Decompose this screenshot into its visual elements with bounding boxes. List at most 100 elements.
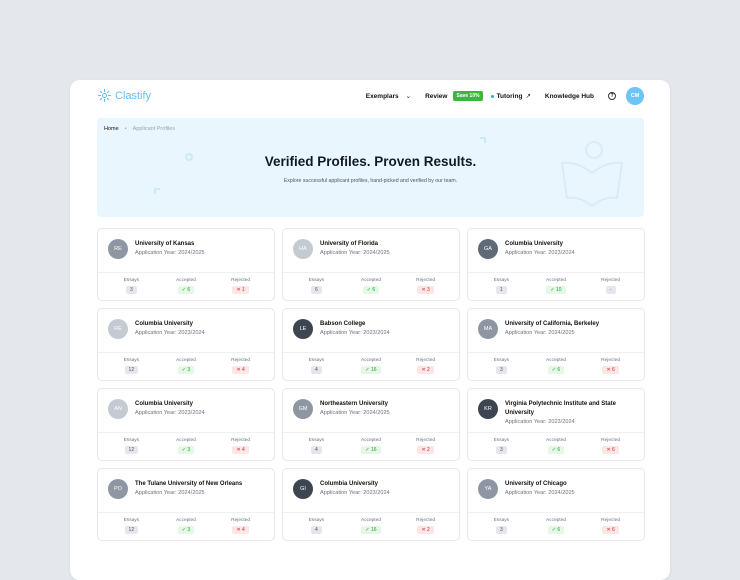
rejected-label: Rejected [231, 438, 251, 443]
rejected-count: ✕ 6 [602, 446, 619, 454]
rejected-count: ✕ 6 [602, 526, 619, 534]
rejected-count: ✕ 2 [417, 366, 434, 374]
avatar: GA [478, 239, 498, 259]
profile-card[interactable]: GA Columbia University Application Year:… [467, 228, 645, 301]
profile-card[interactable]: LE Babson College Application Year: 2023… [282, 308, 460, 381]
application-year: Application Year: 2024/2025 [135, 490, 205, 496]
x-icon: ✕ [606, 527, 613, 533]
card-header: RE Columbia University Application Year:… [98, 309, 274, 352]
essays-label: Essays [493, 518, 510, 523]
application-year: Application Year: 2024/2025 [320, 250, 390, 256]
nav-exemplars-label: Exemplars [365, 92, 399, 100]
accepted-count: ✓ 16 [361, 446, 381, 454]
breadcrumb-home[interactable]: Home [104, 126, 119, 132]
accepted-value: 6 [557, 447, 561, 453]
user-avatar[interactable]: CM [626, 87, 644, 105]
rejected-count: ✕ 4 [232, 366, 249, 374]
profile-card[interactable]: KR Virginia Polytechnic Institute and St… [467, 388, 645, 461]
application-year: Application Year: 2024/2025 [320, 410, 390, 416]
profile-card[interactable]: PO The Tulane University of New Orleans … [97, 468, 275, 541]
essays-count: 12 [124, 366, 139, 374]
essays-count: 4 [310, 366, 322, 374]
accepted-value: 3 [187, 447, 191, 453]
hero-banner: Home • Applicant Profiles Verified Profi… [97, 118, 644, 217]
help-icon[interactable]: ? [608, 92, 616, 100]
rejected-label: Rejected [416, 518, 436, 523]
essays-count: 6 [310, 286, 322, 294]
application-year: Application Year: 2023/2024 [505, 419, 575, 425]
accepted-count: ✓ 16 [361, 366, 381, 374]
accepted-value: 10 [556, 287, 562, 293]
accepted-label: Accepted [360, 518, 381, 523]
x-icon: ✕ [421, 287, 428, 293]
check-icon: ✓ [365, 447, 371, 453]
application-year: Application Year: 2023/2024 [320, 490, 390, 496]
avatar: KR [478, 399, 498, 419]
check-icon: ✓ [181, 527, 188, 533]
university-name: Columbia University [320, 481, 379, 487]
rejected-value: 2 [427, 447, 430, 453]
essays-label: Essays [308, 438, 325, 443]
rejected-count: ✕ 1 [232, 286, 249, 294]
profile-card[interactable]: RE Columbia University Application Year:… [97, 308, 275, 381]
external-link-icon: ↗ [525, 93, 531, 100]
essays-label: Essays [493, 358, 510, 363]
profile-card[interactable]: HA University of Florida Application Yea… [282, 228, 460, 301]
nav-knowledge-hub[interactable]: Knowledge Hub [544, 92, 594, 100]
rejected-value: 3 [427, 287, 430, 293]
accepted-label: Accepted [175, 278, 196, 283]
avatar: YA [478, 479, 498, 499]
accepted-value: 6 [557, 367, 561, 373]
accepted-label: Accepted [545, 518, 566, 523]
profile-card[interactable]: GM Northeastern University Application Y… [282, 388, 460, 461]
profile-card[interactable]: MA University of California, Berkeley Ap… [467, 308, 645, 381]
profile-card[interactable]: AN Columbia University Application Year:… [97, 388, 275, 461]
check-icon: ✓ [365, 527, 371, 533]
x-icon: ✕ [236, 527, 243, 533]
profile-card[interactable]: RE University of Kansas Application Year… [97, 228, 275, 301]
profile-card[interactable]: YA University of Chicago Application Yea… [467, 468, 645, 541]
check-icon: ✓ [181, 447, 188, 453]
rejected-label: Rejected [601, 438, 621, 443]
page-subtitle: Explore successful applicant profiles, h… [283, 178, 458, 184]
breadcrumb-separator: • [124, 126, 127, 132]
rejected-count: ✕ 3 [417, 286, 434, 294]
essays-count: 1 [495, 286, 507, 294]
main-panel: Clastify Exemplars ⌄ Review Save 10% Tutor… [70, 80, 670, 580]
card-header: GI Columbia University Application Year:… [283, 469, 459, 512]
chevron-down-icon: ⌄ [405, 93, 412, 100]
card-stats: Essays 6 Accepted ✓ 6 Rejected ✕ 3 [283, 272, 459, 300]
nav-review[interactable]: Review Save 10% [425, 91, 483, 101]
accepted-count: ✓ 6 [547, 526, 565, 534]
accepted-label: Accepted [545, 438, 566, 443]
accepted-label: Accepted [545, 278, 566, 283]
avatar: RE [108, 319, 128, 339]
university-name: The Tulane University of New Orleans [135, 481, 243, 487]
check-icon: ✓ [366, 287, 373, 293]
rejected-value: - [609, 287, 612, 293]
accepted-count: ✓ 3 [177, 526, 195, 534]
accepted-count: ✓ 3 [177, 446, 195, 454]
nav-review-label: Review [425, 92, 448, 100]
check-icon: ✓ [365, 367, 371, 373]
check-icon: ✓ [181, 367, 188, 373]
university-name: Babson College [320, 321, 366, 327]
nav-tutoring[interactable]: Tutoring ↗ [490, 92, 531, 100]
application-year: Application Year: 2024/2025 [505, 490, 575, 496]
rejected-value: 6 [612, 367, 615, 373]
profile-card[interactable]: GI Columbia University Application Year:… [282, 468, 460, 541]
accepted-count: ✓ 16 [361, 526, 381, 534]
rejected-label: Rejected [601, 518, 621, 523]
rejected-count: ✕ 4 [232, 446, 249, 454]
rejected-value: 1 [242, 287, 245, 293]
accepted-value: 6 [372, 287, 376, 293]
university-name: University of Florida [320, 241, 379, 247]
essays-label: Essays [308, 518, 325, 523]
accepted-value: 16 [371, 527, 377, 533]
x-icon: ✕ [236, 367, 243, 373]
rejected-label: Rejected [231, 278, 251, 283]
accepted-count: ✓ 10 [546, 286, 566, 294]
logo[interactable]: Clastify [98, 89, 151, 102]
accepted-label: Accepted [175, 358, 196, 363]
nav-exemplars[interactable]: Exemplars ⌄ [365, 92, 412, 101]
